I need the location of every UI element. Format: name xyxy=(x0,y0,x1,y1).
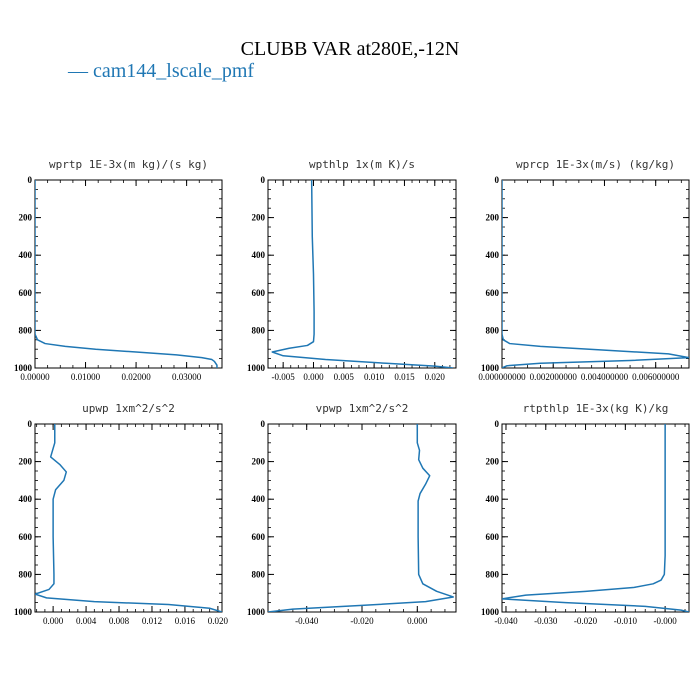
y-tick-label: 200 xyxy=(19,457,33,467)
x-tick-label: -0.010 xyxy=(614,616,638,626)
series-line xyxy=(502,180,689,368)
x-tick-label: 0.004 xyxy=(76,616,97,626)
y-tick-label: 800 xyxy=(486,569,500,579)
panel-2: wpthlp 1x(m K)/s -0.005 0.000 0.005 0.010 0.0… xyxy=(247,158,457,382)
y-tick-label: 800 xyxy=(252,325,266,335)
x-tick-label: 0.01000 xyxy=(71,372,101,382)
panel-5: vpwp 1xm^2/s^2 -0.040 -0.020 0.000 0 200 400 60… xyxy=(247,402,457,626)
y-tick-label: 0 xyxy=(261,419,266,429)
x-tick-label: -0.020 xyxy=(350,616,374,626)
y-tick-label: 800 xyxy=(252,569,266,579)
panel-title: vpwp 1xm^2/s^2 xyxy=(316,402,409,415)
y-tick-label: 800 xyxy=(19,569,33,579)
x-tick-label: 0.012 xyxy=(142,616,162,626)
plot-frame xyxy=(267,423,457,613)
x-tick-label: -0.020 xyxy=(574,616,598,626)
x-tick-label: 0.016 xyxy=(175,616,196,626)
panel-title: upwp 1xm^2/s^2 xyxy=(82,402,175,415)
plot-frame xyxy=(501,179,690,369)
x-tick-label: 0.03000 xyxy=(172,372,202,382)
y-tick-label: 200 xyxy=(252,457,266,467)
y-tick-label: 600 xyxy=(19,288,33,298)
legend-entry: — cam144_lscale_pmf xyxy=(68,60,254,83)
x-tick-label: 0.010 xyxy=(364,372,385,382)
y-tick-label: 200 xyxy=(486,457,500,467)
x-tick-label: 0.000000000 xyxy=(478,372,526,382)
y-tick-label: 600 xyxy=(19,532,33,542)
legend-label: cam144_lscale_pmf xyxy=(93,60,255,82)
y-tick-label: 1000 xyxy=(14,607,33,617)
y-tick-label: 600 xyxy=(486,288,500,298)
series-line xyxy=(271,180,454,368)
y-tick-label: 1000 xyxy=(481,607,500,617)
y-tick-label: 800 xyxy=(486,325,500,335)
plot-frame xyxy=(267,179,457,369)
panel-title: wprtp 1E-3x(m kg)/(s kg) xyxy=(49,158,208,171)
x-tick-label: 0.000 xyxy=(43,616,64,626)
x-tick-label: 0.02000 xyxy=(121,372,151,382)
x-tick-label: -0.030 xyxy=(534,616,558,626)
y-tick-label: 600 xyxy=(486,532,500,542)
x-tick-label: 0.015 xyxy=(394,372,415,382)
panel-1: wprtp 1E-3x(m kg)/(s kg) 0.00000 0.01000 0.… xyxy=(14,158,223,382)
x-tick-label: 0.008 xyxy=(109,616,130,626)
x-tick-label: 0.020 xyxy=(425,372,446,382)
y-tick-label: 200 xyxy=(252,213,266,223)
x-tick-label: -0.040 xyxy=(494,616,518,626)
series-line xyxy=(502,424,689,612)
y-tick-label: 600 xyxy=(252,288,266,298)
panel-title: rtpthlp 1E-3x(kg K)/kg xyxy=(523,402,669,415)
plot-frame xyxy=(34,423,223,613)
y-tick-label: 400 xyxy=(19,250,33,260)
y-tick-label: 1000 xyxy=(247,363,266,373)
y-tick-label: 400 xyxy=(19,494,33,504)
y-tick-label: 1000 xyxy=(481,363,500,373)
series-line xyxy=(35,180,218,368)
plot-frame xyxy=(34,179,223,369)
x-tick-label: 0.00000 xyxy=(20,372,50,382)
x-tick-label: 0.002000000 xyxy=(530,372,578,382)
plot-frame xyxy=(501,423,690,613)
panel-4: upwp 1xm^2/s^2 0.000 0.004 0.008 0.012 0.016 0… xyxy=(14,402,229,626)
x-tick-label: 0.000 xyxy=(303,372,324,382)
y-tick-label: 600 xyxy=(252,532,266,542)
x-tick-label: -0.040 xyxy=(295,616,319,626)
panel-title: wpthlp 1x(m K)/s xyxy=(309,158,415,171)
x-tick-label: 0.004000000 xyxy=(581,372,629,382)
legend-dash: — xyxy=(68,60,93,82)
y-tick-label: 1000 xyxy=(14,363,33,373)
series-line xyxy=(35,424,222,612)
y-tick-label: 0 xyxy=(28,175,33,185)
x-tick-label: 0.005 xyxy=(334,372,355,382)
y-tick-label: 0 xyxy=(495,419,500,429)
x-tick-label: 0.000 xyxy=(407,616,428,626)
y-tick-label: 400 xyxy=(252,494,266,504)
y-tick-label: 0 xyxy=(261,175,266,185)
panel-title: wprcp 1E-3x(m/s) (kg/kg) xyxy=(516,158,675,171)
y-tick-label: 0 xyxy=(495,175,500,185)
y-tick-label: 400 xyxy=(252,250,266,260)
figure-title: CLUBB VAR at280E,-12N xyxy=(240,38,460,60)
x-tick-label: 0.006000000 xyxy=(632,372,680,382)
y-tick-label: 400 xyxy=(486,494,500,504)
x-tick-label: -0.005 xyxy=(272,372,296,382)
y-tick-label: 200 xyxy=(486,213,500,223)
series-line xyxy=(268,424,454,612)
y-tick-label: 1000 xyxy=(247,607,266,617)
panel-3: wprcp 1E-3x(m/s) (kg/kg) 0.000000000 0.002… xyxy=(478,158,690,382)
y-tick-label: 200 xyxy=(19,213,33,223)
y-tick-label: 400 xyxy=(486,250,500,260)
panel-6: rtpthlp 1E-3x(kg K)/kg -0.040 -0.030 -0.020… xyxy=(481,402,690,626)
y-tick-label: 0 xyxy=(28,419,33,429)
y-tick-label: 800 xyxy=(19,325,33,335)
x-tick-label: 0.020 xyxy=(208,616,229,626)
x-tick-label: -0.000 xyxy=(654,616,678,626)
